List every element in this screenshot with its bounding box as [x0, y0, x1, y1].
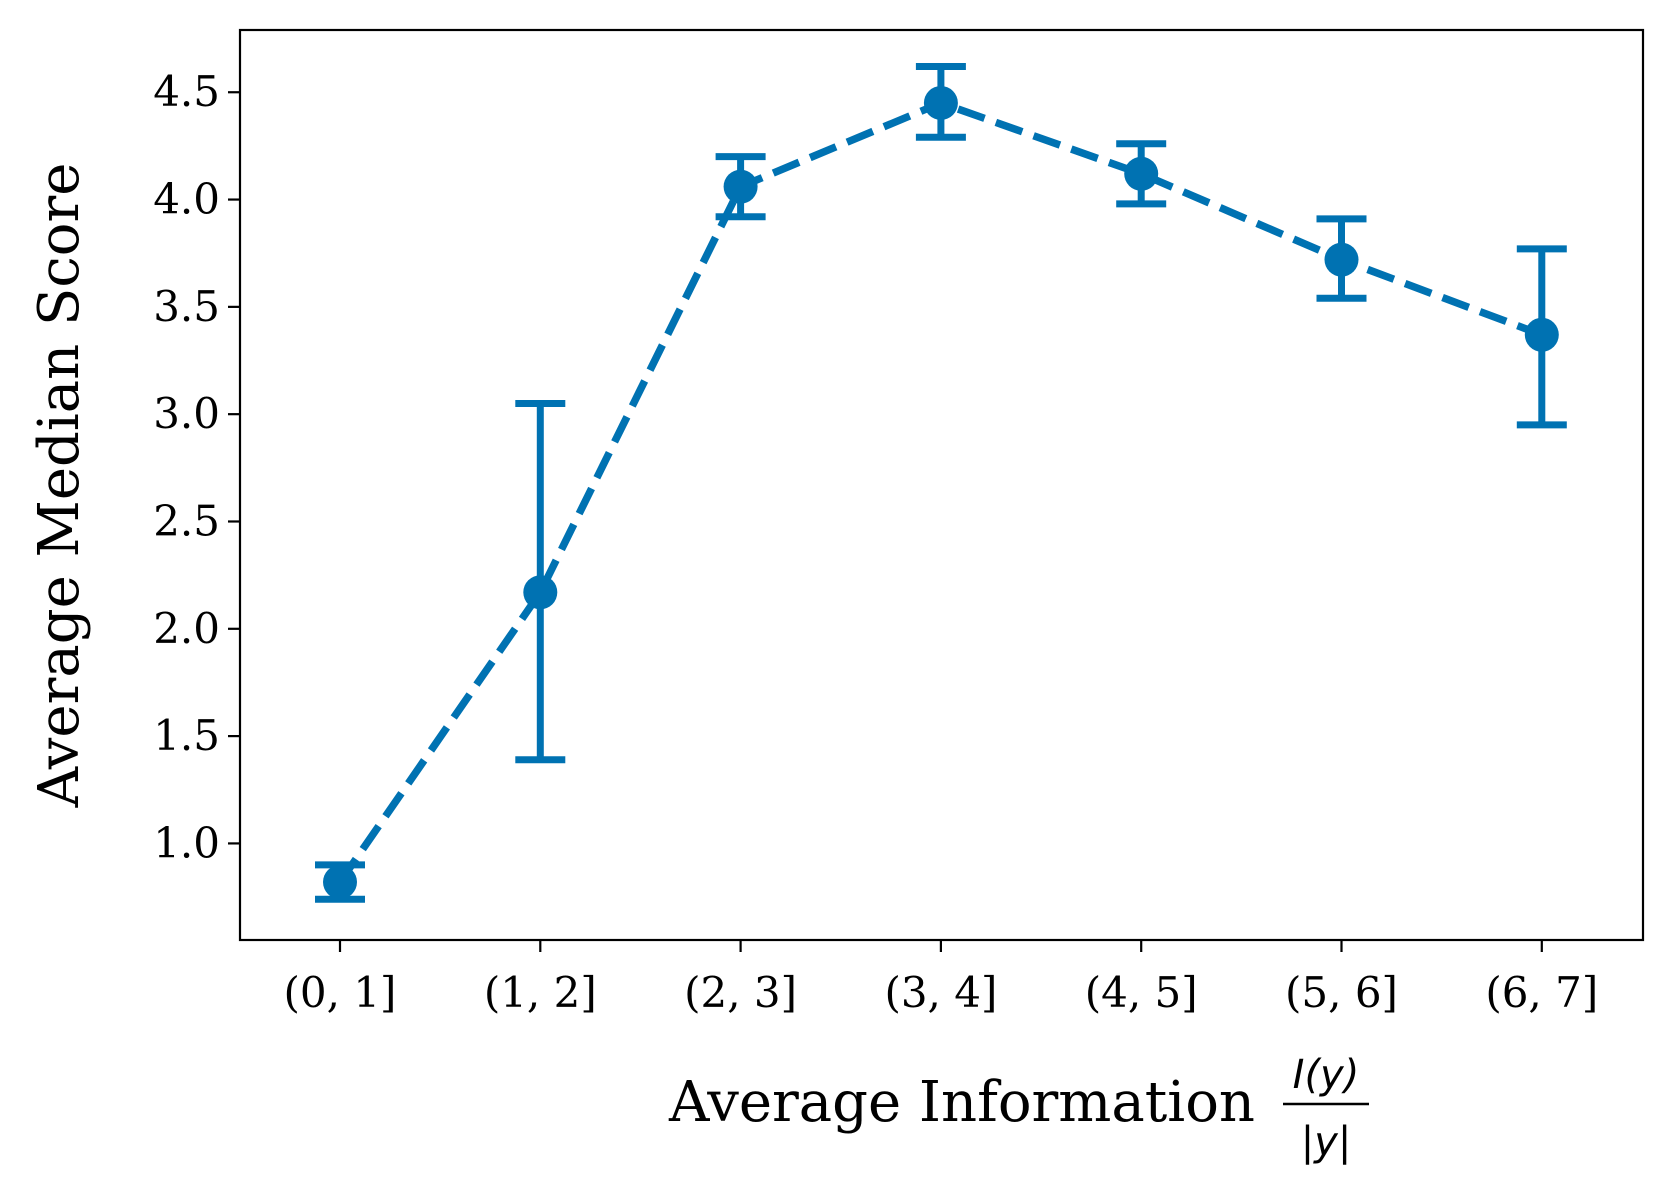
y-tick-label: 1.5	[153, 711, 220, 760]
x-axis-label-denominator: |y|	[1301, 1119, 1352, 1165]
y-axis-label: Average Median Score	[27, 163, 92, 809]
x-tick-label: (3, 4]	[884, 968, 997, 1017]
x-axis-label-group: Average Information I(y) |y|	[668, 1052, 1369, 1165]
y-tick-label: 3.5	[153, 282, 220, 331]
y-tick-label: 4.5	[153, 67, 220, 116]
plot-background	[240, 30, 1643, 940]
y-tick-label: 4.0	[153, 175, 220, 224]
data-point	[923, 85, 958, 120]
data-point	[523, 575, 558, 610]
x-tick-label: (6, 7]	[1485, 968, 1598, 1017]
data-point	[1324, 242, 1359, 277]
x-axis: (0, 1] (1, 2] (2, 3] (3, 4] (4, 5] (5, 6] (6, …	[284, 940, 1598, 1017]
x-tick-label: (5, 6]	[1285, 968, 1398, 1017]
x-tick-label: (1, 2]	[484, 968, 597, 1017]
y-tick-label: 3.0	[153, 389, 220, 438]
x-tick-label: (2, 3]	[684, 968, 797, 1017]
x-axis-label: Average Information	[668, 1070, 1255, 1135]
x-tick-label: (0, 1]	[284, 968, 397, 1017]
series-layer	[315, 62, 1567, 903]
x-axis-label-numerator: I(y)	[1293, 1052, 1360, 1098]
y-tick-label: 2.5	[153, 496, 220, 545]
x-tick-label: (4, 5]	[1085, 968, 1198, 1017]
data-point	[323, 865, 357, 900]
data-point	[1524, 317, 1559, 352]
y-axis: 1.0 1.5 2.0 2.5 3.0 3.5 4.0 4.5	[153, 67, 240, 867]
data-point	[723, 169, 758, 204]
y-tick-label: 1.0	[153, 818, 220, 867]
data-point	[1124, 156, 1159, 191]
y-tick-label: 2.0	[153, 604, 220, 653]
